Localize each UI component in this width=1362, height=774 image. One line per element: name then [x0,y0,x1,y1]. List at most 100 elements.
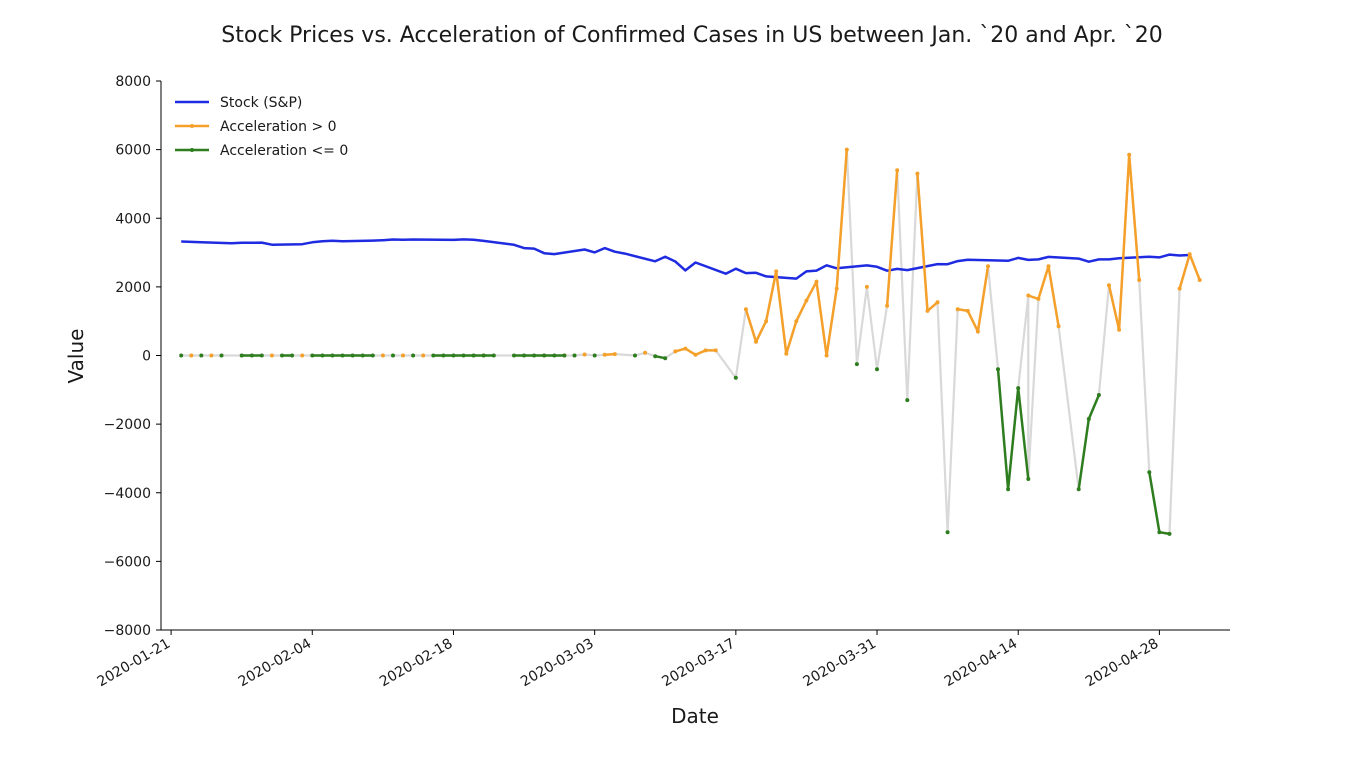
acceleration-positive-point [804,298,809,303]
acceleration-nonpositive-point [1167,531,1172,536]
acceleration-positive-point [844,147,849,152]
y-tick-label: −2000 [104,417,151,433]
acceleration-positive-point [915,171,920,176]
acceleration-positive-point [824,353,829,358]
acceleration-nonpositive-point [179,353,184,358]
acceleration-positive-point [189,353,194,358]
acceleration-nonpositive-point [854,362,859,367]
acceleration-nonpositive-point [219,353,224,358]
acceleration-positive-segment-20 [1107,153,1141,332]
legend-label: Acceleration <= 0 [220,143,348,159]
legend-marker [190,124,194,128]
acceleration-nonpositive-point [512,353,516,358]
acceleration-positive-point [693,352,698,357]
acceleration-positive-point [764,319,769,324]
acceleration-positive-point [1056,324,1061,329]
x-axis-ticks: 2020-01-21 2020-02-04 2020-02-18 2020-03-03… [95,630,1161,691]
acceleration-nonpositive-point [532,353,537,358]
acceleration-positive-point [774,269,779,274]
acceleration-nonpositive-point [411,353,416,358]
acceleration-nonpositive-point [461,353,466,358]
acceleration-nonpositive-point [391,353,395,358]
x-tick-label: 2020-04-14 [942,636,1021,691]
acceleration-nonpositive-segment-20 [1077,394,1101,490]
acceleration-positive-point [643,350,648,355]
acceleration-nonpositive-point [310,353,315,358]
x-tick-label: 2020-02-04 [236,636,315,691]
chart-title: Stock Prices vs. Acceleration of Confirm… [221,23,1162,48]
acceleration-nonpositive-point [653,354,658,359]
legend: Stock (S&P) Acceleration > 0 Acceleration … [175,95,348,159]
acceleration-positive-point [1036,296,1041,301]
acceleration-positive-segment-17 [916,173,939,313]
acceleration-nonpositive-point [1086,417,1091,421]
acceleration-positive-point [602,352,607,357]
acceleration-positive-point [380,353,385,358]
legend-label: Stock (S&P) [220,95,302,111]
acceleration-positive-point [612,352,617,357]
y-axis-label: Value [64,329,88,384]
acceleration-positive-point [1107,283,1111,288]
acceleration-positive-point [754,339,758,344]
acceleration-positive-point [1117,327,1122,332]
y-tick-label: 4000 [115,211,151,227]
acceleration-nonpositive-point [431,353,436,358]
legend-item: Stock (S&P) [175,95,302,111]
acceleration-nonpositive-point [592,353,597,358]
acceleration-positive-segment-21 [1178,253,1201,289]
y-tick-label: 6000 [115,143,151,159]
y-tick-label: −6000 [104,554,151,570]
acceleration-positive-point [864,284,869,289]
acceleration-positive-point [895,168,900,173]
acceleration-positive-point [1127,152,1132,157]
acceleration-positive-point [1177,286,1182,291]
acceleration-positive-point [209,353,214,358]
acceleration-nonpositive-point [875,367,879,372]
acceleration-nonpositive-point [945,530,950,535]
legend-label: Acceleration > 0 [220,119,337,135]
acceleration-nonpositive-point [259,353,264,358]
acceleration-nonpositive-point [663,356,668,361]
acceleration-nonpositive-point [552,353,557,358]
acceleration-nonpositive-point [471,353,476,358]
acceleration-nonpositive-segment-21 [1148,471,1170,536]
acceleration-positive-point [955,307,960,312]
acceleration-positive-point [1137,278,1142,282]
legend-marker [190,148,194,152]
acceleration-nonpositive-point [1157,530,1162,535]
acceleration-nonpositive-point [330,353,335,358]
acceleration-nonpositive-point [340,353,345,358]
acceleration-positive-point [1197,278,1202,282]
x-axis-label: Date [671,704,719,728]
acceleration-positive-point [975,329,980,334]
y-tick-label: 0 [142,349,151,365]
acceleration-nonpositive-point [562,353,567,358]
acceleration-positive-point [673,349,678,354]
acceleration-nonpositive-point [491,353,496,358]
acceleration-nonpositive-point [905,398,910,403]
acceleration-nonpositive-point [572,353,577,358]
acceleration-positive-point [703,348,708,353]
x-tick-label: 2020-04-28 [1083,636,1161,691]
acceleration-nonpositive-point [733,375,738,380]
acceleration-positive-point [794,319,799,324]
acceleration-nonpositive-point [239,353,244,358]
y-tick-label: 2000 [115,280,151,296]
acceleration-positive-point [1026,293,1031,298]
acceleration-positive-point [784,351,789,356]
acceleration-nonpositive-point [542,353,547,358]
acceleration-nonpositive-segment-19 [996,369,1030,491]
acceleration-nonpositive-point [633,353,637,358]
acceleration-nonpositive-point [522,353,527,358]
y-tick-label: −4000 [104,486,151,502]
acceleration-positive-point [582,352,587,357]
acceleration-nonpositive-point [1076,487,1081,492]
series-layer [179,147,1202,536]
stock-series-line [181,238,1190,280]
acceleration-positive-point [421,353,426,358]
acceleration-nonpositive-point [1016,386,1021,391]
x-tick-label: 2020-02-18 [377,636,455,691]
acceleration-positive-point [814,279,819,284]
acceleration-positive-point [743,307,748,312]
